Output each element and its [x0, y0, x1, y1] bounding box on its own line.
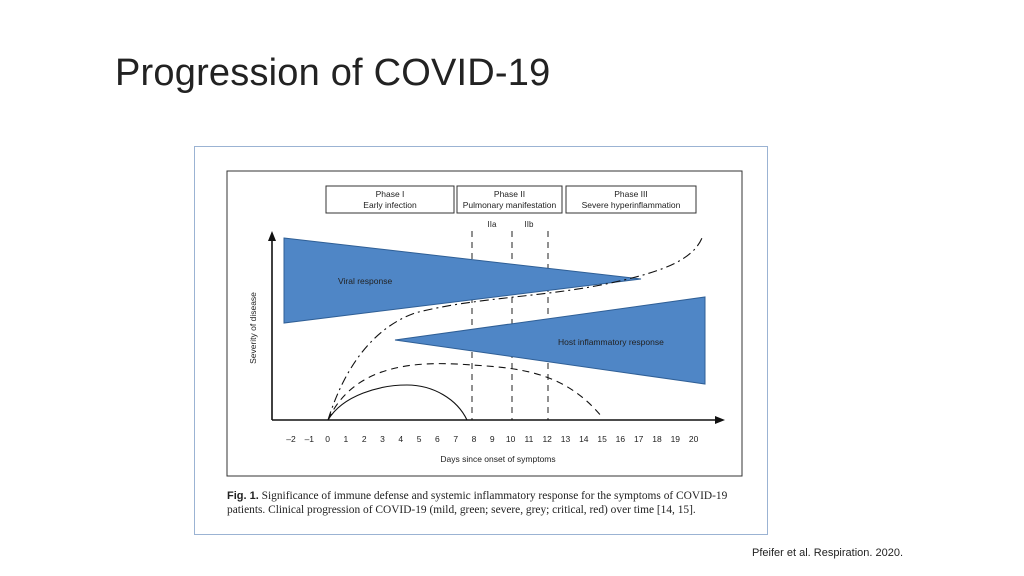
x-tick-label: 3	[380, 434, 385, 444]
y-axis-label: Severity of disease	[248, 292, 258, 364]
x-tick-label: 0	[325, 434, 330, 444]
viral-response-wedge	[283, 237, 642, 324]
mild-course-curve	[327, 384, 468, 421]
phase-2-subtitle: Pulmonary manifestation	[463, 200, 557, 210]
figure-caption: Fig. 1. Significance of immune defense a…	[227, 489, 752, 517]
figure-frame: Phase I Early infection Phase II Pulmona…	[194, 146, 768, 535]
subphase-label-iia: IIa	[488, 220, 497, 229]
phase-1-title: Phase I	[376, 189, 405, 199]
phase-box-1	[325, 185, 455, 214]
x-tick-label: 18	[652, 434, 662, 444]
x-tick-label: 1	[344, 434, 349, 444]
plot-frame	[226, 170, 743, 477]
severe-course-curve	[327, 363, 603, 421]
phase-box-2	[456, 185, 563, 214]
x-tick-label: 6	[435, 434, 440, 444]
x-tick-label: 5	[417, 434, 422, 444]
host-response-label: Host inflammatory response	[558, 337, 664, 347]
slide-title: Progression of COVID-19	[115, 52, 551, 94]
x-tick-labels: –2 –1 0 1 2 3 4 5 6 7 8 9 10 11 12 13 14 15 16 17 18 19 20	[286, 434, 698, 444]
x-tick-label: 2	[362, 434, 367, 444]
x-tick-label: 4	[398, 434, 403, 444]
phase-2-title: Phase II	[494, 189, 525, 199]
x-tick-label: 7	[453, 434, 458, 444]
x-tick-label: 19	[671, 434, 681, 444]
x-tick-label: 9	[490, 434, 495, 444]
figure-diagram: Phase I Early infection Phase II Pulmona…	[226, 170, 743, 477]
phase-1-subtitle: Early infection	[363, 200, 417, 210]
x-tick-label: 14	[579, 434, 589, 444]
phase-3-subtitle: Severe hyperinflammation	[582, 200, 681, 210]
x-tick-label: 16	[616, 434, 626, 444]
critical-course-curve	[327, 237, 703, 421]
x-tick-label: 13	[561, 434, 571, 444]
x-tick-label: 10	[506, 434, 516, 444]
x-tick-label: 8	[472, 434, 477, 444]
subphase-label-iib: IIb	[525, 220, 534, 229]
x-tick-label: 11	[524, 434, 533, 444]
x-axis-label: Days since onset of symptoms	[440, 454, 555, 464]
caption-label: Fig. 1.	[227, 490, 259, 502]
phase-3-title: Phase III	[614, 189, 648, 199]
x-tick-label: 20	[689, 434, 699, 444]
host-inflammatory-wedge	[394, 296, 706, 385]
x-tick-label: 15	[597, 434, 607, 444]
y-axis-arrow	[268, 231, 276, 241]
citation: Pfeifer et al. Respiration. 2020.	[752, 547, 904, 559]
x-tick-label: –2	[286, 434, 296, 444]
x-tick-label: –1	[305, 434, 315, 444]
x-tick-label: 17	[634, 434, 644, 444]
caption-text: Significance of immune defense and syste…	[227, 490, 728, 516]
x-tick-label: 12	[542, 434, 552, 444]
x-axis-arrow	[715, 416, 725, 424]
viral-response-label: Viral response	[338, 276, 392, 286]
phase-box-3	[565, 185, 697, 214]
